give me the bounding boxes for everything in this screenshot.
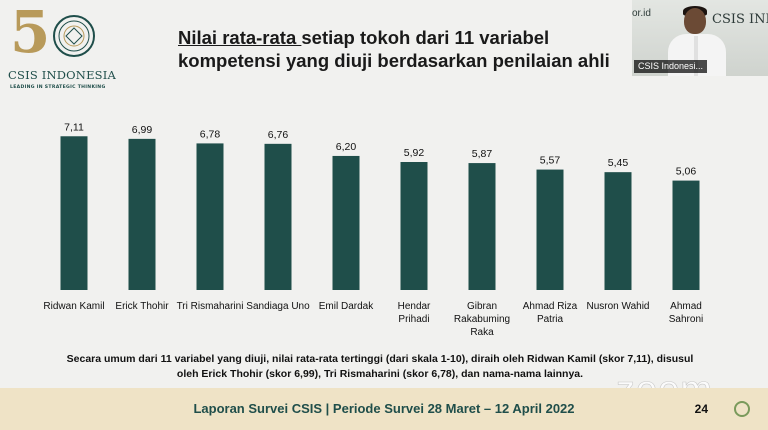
participant-head bbox=[684, 8, 706, 34]
csis-seal-icon bbox=[53, 15, 95, 57]
category-label-3: Tri Rismaharini bbox=[177, 301, 244, 312]
value-label-9: 5,45 bbox=[608, 157, 629, 169]
page-number: 24 bbox=[694, 402, 708, 416]
title-underlined-part: Nilai rata-rata bbox=[178, 27, 302, 48]
category-label-5: Emil Dardak bbox=[319, 301, 374, 312]
footer-ring-icon bbox=[734, 401, 750, 417]
category-label-1: Ridwan Kamil bbox=[43, 301, 104, 312]
slide-title: Nilai rata-rata setiap tokoh dari 11 var… bbox=[178, 26, 648, 72]
participant-shirt bbox=[694, 36, 698, 76]
bar-9 bbox=[604, 172, 632, 290]
title-line-2: kompetensi yang diuji berdasarkan penila… bbox=[178, 50, 610, 71]
bar-chart: 7,11 Ridwan Kamil 6,99 Erick Thohir 6,78 Tri … bbox=[43, 121, 703, 338]
bar-3 bbox=[196, 143, 224, 290]
category-label-9: Nusron Wahid bbox=[587, 301, 650, 312]
value-label-6: 5,92 bbox=[404, 147, 425, 159]
participant-video-tile[interactable]: or.id CSIS INDONESIA CSIS Indonesi... bbox=[632, 0, 768, 76]
anniversary-number: 5 bbox=[10, 0, 51, 66]
wall-text: CSIS INDONESIA bbox=[712, 12, 768, 27]
bar-6 bbox=[400, 162, 428, 290]
category-label-4: Sandiaga Uno bbox=[246, 301, 310, 312]
value-label-10: 5,06 bbox=[676, 166, 697, 178]
bar-8 bbox=[536, 169, 564, 290]
category-label-6: Hendar Prihadi bbox=[398, 301, 431, 325]
logo-tagline: LEADING IN STRATEGIC THINKING bbox=[10, 85, 106, 90]
value-label-4: 6,76 bbox=[268, 129, 289, 141]
csis-logo: 5 CSIS INDONESIA LEADING IN STRATEGIC TH… bbox=[6, 0, 116, 100]
summary-text: Secara umum dari 11 variabel yang diuji,… bbox=[66, 353, 694, 380]
category-label-10: Ahmad Sahroni bbox=[669, 301, 703, 325]
value-label-3: 6,78 bbox=[200, 128, 221, 140]
bar-10 bbox=[672, 180, 700, 290]
value-label-8: 5,57 bbox=[540, 155, 561, 167]
value-label-7: 5,87 bbox=[472, 148, 493, 160]
logo-brand-text: CSIS INDONESIA bbox=[8, 68, 116, 82]
category-label-2: Erick Thohir bbox=[115, 301, 169, 312]
value-label-2: 6,99 bbox=[132, 124, 153, 136]
category-label-8: Ahmad Riza Patria bbox=[523, 301, 578, 325]
wall-text-left: or.id bbox=[632, 8, 651, 19]
bar-1 bbox=[60, 136, 88, 290]
value-label-1: 7,11 bbox=[64, 121, 84, 133]
category-label-7: Gibran Rakabuming Raka bbox=[454, 301, 510, 338]
bar-7 bbox=[468, 163, 496, 290]
bar-4 bbox=[264, 143, 292, 290]
participant-name-label: CSIS Indonesi... bbox=[634, 60, 708, 73]
footer-text: Laporan Survei CSIS | Periode Survei 28 … bbox=[193, 401, 575, 416]
bar-5 bbox=[332, 155, 360, 290]
bar-2 bbox=[128, 138, 156, 290]
value-label-5: 6,20 bbox=[336, 141, 357, 153]
slide-footer: Laporan Survei CSIS | Periode Survei 28 … bbox=[0, 388, 768, 430]
title-line-1: setiap tokoh dari 11 variabel bbox=[301, 27, 550, 48]
